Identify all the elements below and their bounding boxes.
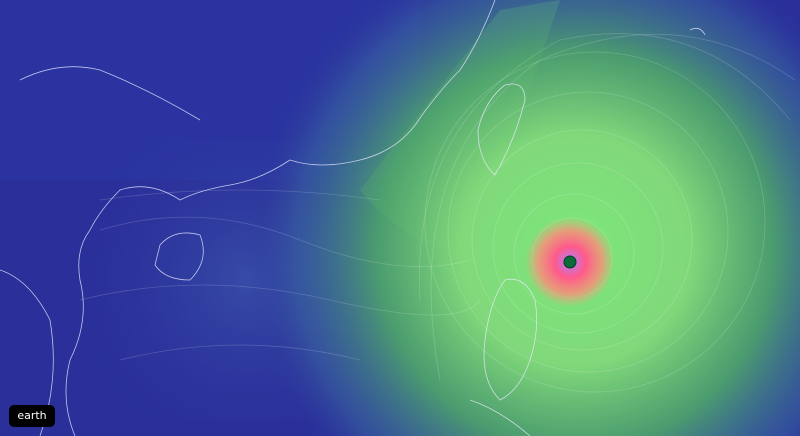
taiwan (477, 83, 526, 176)
typhoon-wind-field (245, 0, 800, 436)
luzon (483, 278, 538, 401)
typhoon-eye-icon (563, 255, 577, 269)
earth-menu-button[interactable]: earth (9, 405, 55, 427)
hainan (154, 232, 204, 281)
